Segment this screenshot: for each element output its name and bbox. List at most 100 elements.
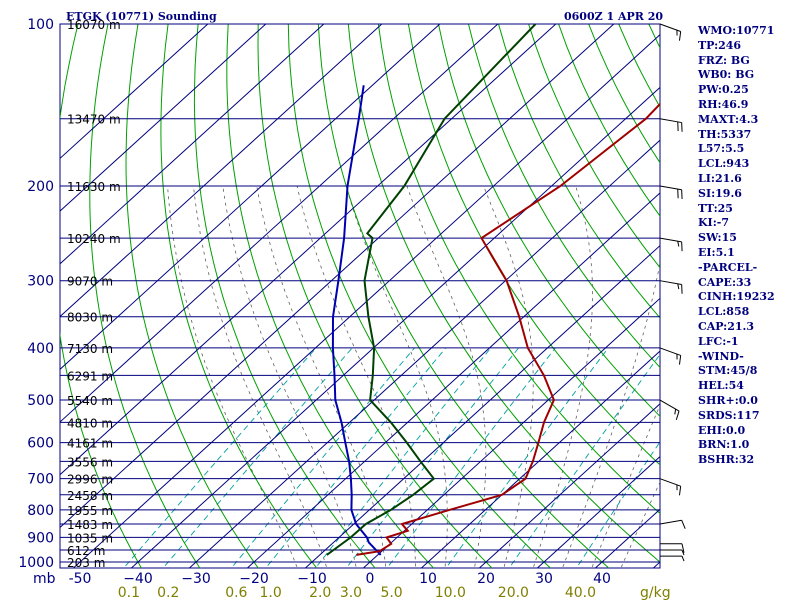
mixing-ratio-lines bbox=[123, 347, 660, 568]
wind-barb-staff bbox=[659, 347, 681, 356]
stability-index-line: EI:5.1 bbox=[698, 245, 735, 259]
isotherm-line bbox=[246, 192, 660, 568]
isotherm-line bbox=[60, 24, 325, 265]
dry-adiabat-line bbox=[377, 24, 660, 515]
wind-barb bbox=[660, 555, 685, 562]
mixing-ratio-line bbox=[445, 347, 609, 568]
stability-index-line: HEL:54 bbox=[698, 379, 744, 393]
wind-barb-flag bbox=[675, 410, 680, 420]
isotherm-line bbox=[60, 24, 615, 529]
stability-index-line: MAXT:4.3 bbox=[698, 112, 759, 126]
moist-adiabat-line bbox=[167, 185, 298, 568]
isotherm-line bbox=[130, 86, 660, 568]
height-label: 2996 m bbox=[67, 473, 113, 487]
temperature-tick-label: −10 bbox=[297, 571, 327, 587]
pressure-tick-label: 200 bbox=[27, 179, 54, 195]
height-label: 16070 m bbox=[67, 18, 121, 32]
stability-index-line: STM:45/8 bbox=[698, 364, 758, 378]
mixing-ratio-tick-label: 40.0 bbox=[565, 585, 596, 600]
moist-adiabats bbox=[167, 185, 660, 568]
pressure-tick-label: 1000 bbox=[18, 555, 54, 571]
stability-index-line: FRZ: BG bbox=[698, 53, 750, 67]
mixing-ratio-tick-label: 10.0 bbox=[435, 585, 466, 600]
wind-barb bbox=[659, 399, 680, 420]
height-label: 9070 m bbox=[67, 275, 113, 289]
dry-adiabat-line bbox=[287, 24, 552, 568]
pressure-tick-label: 600 bbox=[27, 436, 54, 452]
stability-index-line: SHR+:0.0 bbox=[698, 393, 758, 407]
temperature-tick-label: −20 bbox=[239, 571, 269, 587]
wind-barb-flag bbox=[678, 31, 682, 41]
stability-index-line: CAPE:33 bbox=[698, 275, 752, 289]
stability-index-line: SI:19.6 bbox=[698, 186, 742, 200]
height-label: 4161 m bbox=[67, 437, 113, 451]
height-label: 2458 m bbox=[67, 489, 113, 503]
wind-barb-flag bbox=[681, 549, 685, 556]
dry-adiabat-line bbox=[468, 24, 660, 369]
height-label: 1035 m bbox=[67, 531, 113, 545]
stability-index-line: BSHR:32 bbox=[698, 453, 755, 467]
mixing-ratio-tick-label: 2.0 bbox=[309, 585, 331, 600]
wind-barb bbox=[660, 549, 685, 556]
dry-adiabat-line bbox=[257, 24, 493, 568]
wind-barb bbox=[659, 118, 683, 132]
height-label: 3556 m bbox=[67, 455, 113, 469]
isotherm-line bbox=[60, 24, 267, 212]
moist-adiabat-line bbox=[591, 404, 660, 568]
isotherm-line bbox=[60, 24, 441, 370]
stability-index-line: EHI:0.0 bbox=[698, 423, 746, 437]
wind-barb-flag bbox=[678, 486, 682, 496]
pressure-tick-label: 700 bbox=[27, 472, 54, 488]
wind-barb bbox=[659, 185, 683, 200]
stability-indices-panel: WMO:10771 TP:246 FRZ: BG WB0: BG PW:0.25 RH:4… bbox=[698, 24, 798, 468]
height-label: 4810 m bbox=[67, 416, 113, 430]
mixing-ratio-line bbox=[123, 347, 317, 568]
stability-index-line: WB0: BG bbox=[698, 68, 755, 82]
wind-barb-staff bbox=[659, 237, 682, 243]
wind-barb-flag bbox=[678, 355, 682, 365]
moist-adiabat-line bbox=[256, 185, 387, 568]
dry-adiabat-line bbox=[347, 24, 660, 563]
wind-barb-staff bbox=[659, 280, 682, 286]
wind-barb-flag bbox=[681, 520, 686, 529]
chart-title: ETGK (10771) Sounding bbox=[66, 10, 217, 23]
dry-adiabat-line bbox=[498, 24, 660, 319]
dry-adiabat-line bbox=[89, 24, 201, 568]
mixing-ratio-tick-label: 0.1 bbox=[118, 585, 140, 600]
stability-index-line: -WIND- bbox=[698, 349, 744, 363]
pressure-tick-label: 100 bbox=[27, 17, 54, 33]
wind-barbs bbox=[659, 23, 686, 562]
mixing-ratio-line bbox=[162, 347, 353, 568]
stability-index-line: TP:246 bbox=[698, 38, 742, 52]
wind-barb bbox=[660, 543, 685, 553]
stability-index-line: LFC:-1 bbox=[698, 334, 739, 348]
height-label: 5540 m bbox=[67, 394, 113, 408]
wind-barb-flag bbox=[681, 543, 685, 553]
stability-index-line: CINH:19232 bbox=[698, 290, 775, 304]
mixing-ratio-line bbox=[345, 347, 519, 568]
moist-adiabat-line bbox=[406, 185, 487, 568]
stability-index-line: SW:15 bbox=[698, 231, 737, 245]
mixing-ratio-line bbox=[508, 353, 660, 568]
moist-adiabat-line bbox=[532, 185, 593, 568]
pressure-tick-label: 400 bbox=[27, 341, 54, 357]
wind-barb-staff bbox=[659, 399, 680, 412]
isotherm-line bbox=[420, 350, 660, 568]
height-label: 203 m bbox=[67, 556, 105, 570]
dry-adiabat-line bbox=[226, 24, 435, 568]
mixing-ratio-line bbox=[230, 347, 415, 568]
mixing-ratio-tick-label: 5.0 bbox=[380, 585, 402, 600]
temperature-tick-label: -50 bbox=[69, 571, 92, 587]
stability-index-line: CAP:21.3 bbox=[698, 319, 755, 333]
isotherm-line bbox=[304, 244, 660, 568]
isotherm-line bbox=[72, 34, 660, 568]
pressure-tick-label: 300 bbox=[27, 274, 54, 290]
moist-adiabat-line bbox=[562, 260, 660, 568]
height-label: 6291 m bbox=[67, 369, 113, 383]
isobars bbox=[60, 24, 660, 563]
wind-barb-staff bbox=[659, 185, 682, 191]
temperature-tick-label: 40 bbox=[593, 571, 611, 587]
dry-adiabat-line bbox=[125, 24, 259, 568]
